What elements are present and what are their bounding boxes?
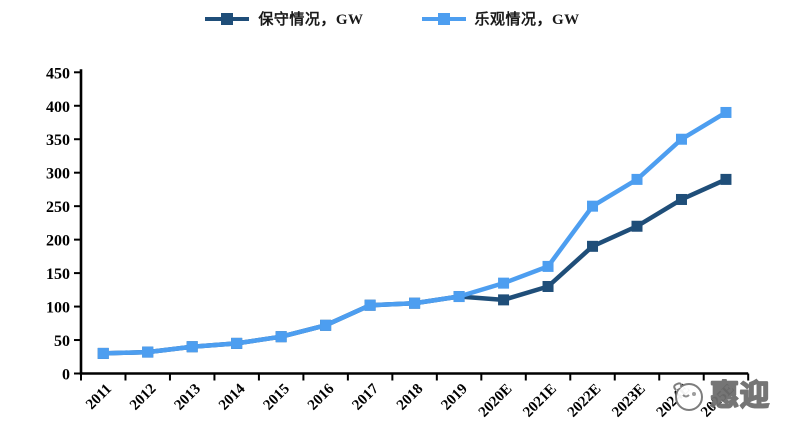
legend-item-optimistic: 乐观情况，GW — [421, 8, 580, 29]
conservative-series-swatch — [205, 12, 250, 25]
optimistic-marker — [542, 260, 554, 272]
conservative-marker — [498, 294, 510, 306]
x-axis-tick-label: 2012 — [127, 381, 160, 414]
optimistic-marker-icon — [437, 12, 450, 25]
optimistic-marker — [231, 337, 243, 349]
optimistic-line — [100, 110, 729, 356]
y-axis-tick-label: 300 — [46, 166, 70, 183]
x-axis-tick-label: 2016 — [305, 381, 338, 414]
x-axis-tick-label: 2022E — [565, 381, 605, 421]
conservative-line — [100, 177, 729, 356]
conservative-marker — [542, 280, 554, 292]
y-axis-tick-label: 450 — [46, 65, 70, 82]
x-axis-tick-label: 2017 — [349, 381, 382, 414]
watermark-mascot-icon — [673, 382, 703, 411]
conservative-marker-icon — [221, 12, 234, 25]
legend-label-optimistic: 乐观情况，GW — [474, 12, 580, 28]
optimistic-marker — [320, 319, 332, 331]
optimistic-marker — [720, 106, 732, 118]
y-axis-tick-label: 200 — [46, 233, 70, 250]
legend-item-conservative: 保守情况，GW — [205, 8, 363, 29]
x-axis-tick-label: 2014 — [216, 381, 249, 414]
x-axis-tick-label: 2023E — [609, 381, 649, 421]
conservative-marker — [587, 240, 599, 252]
y-axis-tick-label: 350 — [46, 132, 70, 149]
optimistic-marker — [186, 341, 198, 353]
optimistic-marker — [675, 133, 687, 145]
y-axis-tick-label: 50 — [54, 333, 70, 350]
x-axis-tick-label: 2015 — [260, 381, 293, 414]
optimistic-series-swatch — [421, 12, 466, 25]
x-axis-tick-label: 2020E — [476, 381, 516, 421]
optimistic-marker — [409, 297, 421, 309]
optimistic-marker — [587, 200, 599, 212]
conservative-marker — [675, 193, 687, 205]
y-axis-tick-label: 250 — [46, 199, 70, 216]
conservative-marker — [631, 220, 643, 232]
y-axis-tick-label: 0 — [62, 367, 70, 384]
optimistic-marker — [631, 173, 643, 185]
x-axis-tick-label: 2011 — [83, 381, 115, 413]
x-axis-tick-label: 2019 — [438, 381, 471, 414]
y-axis-tick-label: 100 — [46, 300, 70, 317]
optimistic-marker — [364, 299, 376, 311]
x-axis-tick-label: 2018 — [394, 381, 427, 414]
optimistic-marker — [498, 277, 510, 289]
y-axis-tick-label: 400 — [46, 99, 70, 116]
watermark: 惠迎 — [668, 376, 770, 416]
chart-legend: 保守情况，GW 乐观情况，GW — [0, 8, 785, 29]
legend-label-conservative: 保守情况，GW — [258, 12, 364, 28]
conservative-marker — [720, 173, 732, 185]
watermark-text: 惠迎 — [709, 379, 771, 412]
x-axis-tick-label: 2021E — [520, 381, 560, 421]
optimistic-marker — [142, 346, 154, 358]
x-axis-tick-label: 2013 — [172, 381, 205, 414]
optimistic-marker — [275, 331, 287, 343]
optimistic-marker — [453, 291, 465, 303]
optimistic-marker — [97, 347, 109, 359]
y-axis-tick-label: 150 — [46, 266, 70, 283]
